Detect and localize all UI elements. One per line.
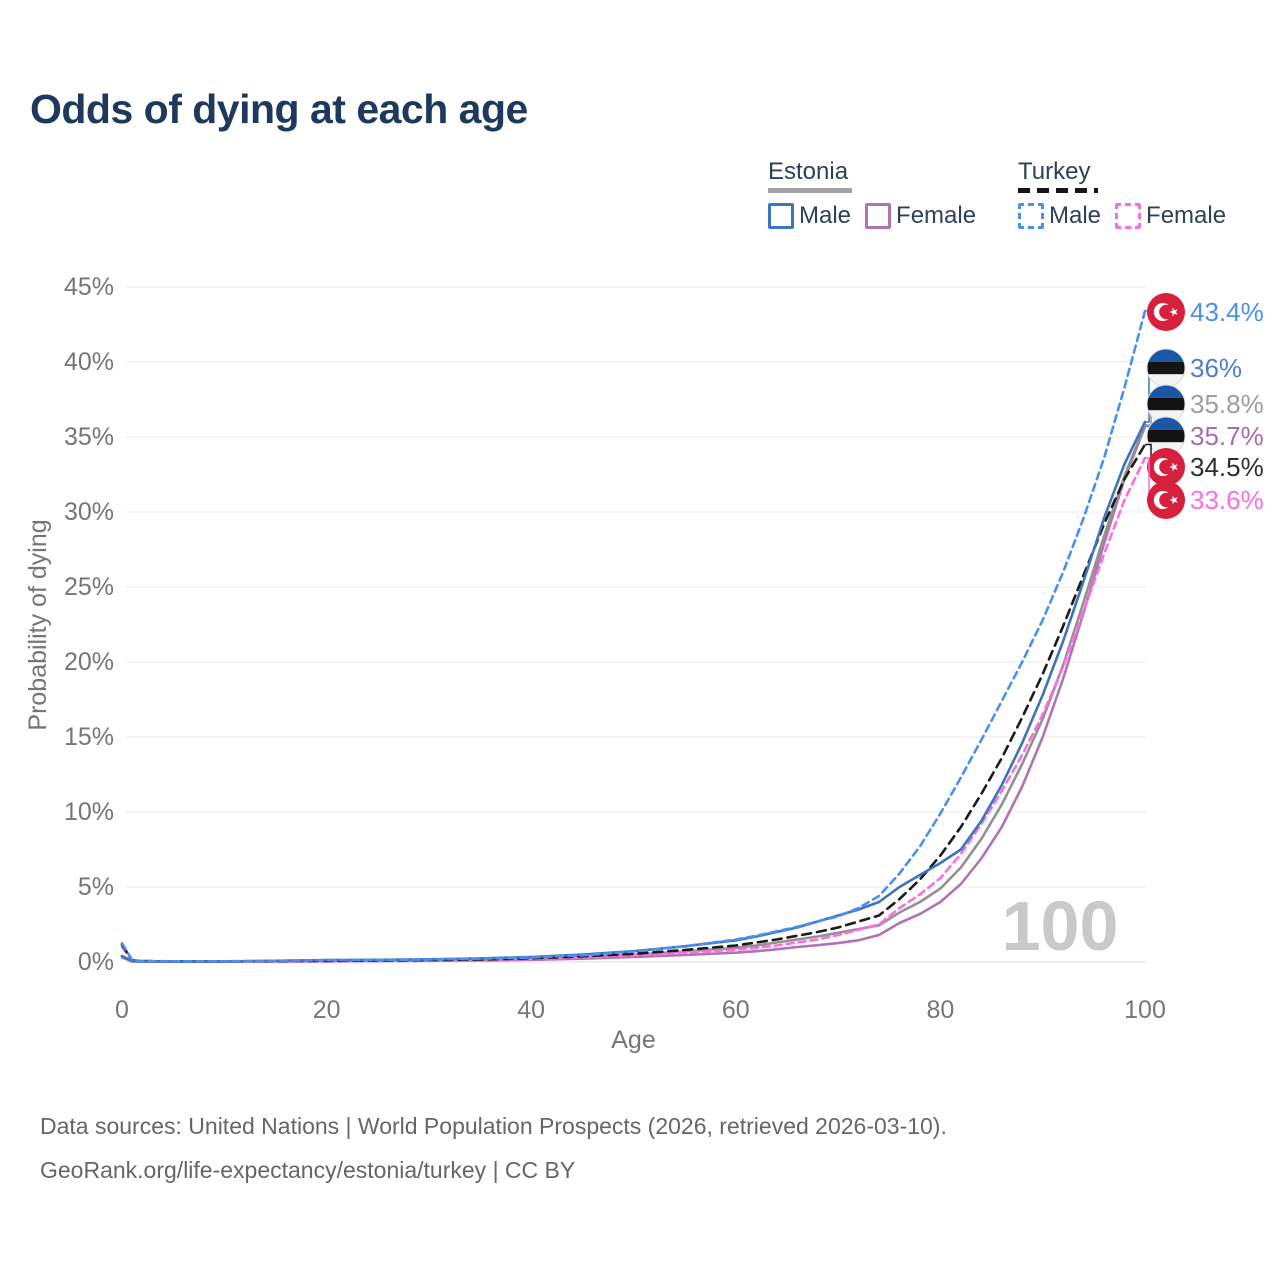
legend-item-turkey-female[interactable]: Female [1115, 202, 1226, 230]
legend-country-turkey-label: Turkey [1018, 158, 1091, 185]
series-line-turkey-both-sexes [120, 443, 1147, 963]
x-axis-title: Age [611, 1026, 655, 1054]
page-title: Odds of dying at each age [30, 86, 528, 132]
legend-row-estonia: Male Female [768, 202, 976, 230]
end-value-label-turkey-both-sexes: 34.5% [1190, 452, 1264, 482]
legend-label-estonia-female: Female [896, 202, 977, 229]
legend-item-estonia-male[interactable]: Male [768, 202, 851, 230]
y-tick-25%: 25% [64, 573, 114, 601]
legend-label-estonia-male: Male [799, 202, 852, 229]
footer: Data sources: United Nations | World Pop… [40, 1104, 947, 1192]
series-line-estonia-male [120, 420, 1147, 963]
end-value-label-estonia-both-sexes: 35.8% [1190, 389, 1264, 419]
legend: Estonia Male Female Turkey Male [0, 0, 1280, 250]
estonia-flag-icon [1146, 348, 1186, 388]
y-tick-30%: 30% [64, 498, 114, 526]
legend-item-turkey-male[interactable]: Male [1018, 202, 1101, 230]
x-tick-20: 20 [313, 996, 341, 1024]
x-tick-40: 40 [517, 996, 545, 1024]
legend-swatch-estonia-male[interactable] [768, 203, 794, 229]
x-tick-0: 0 [115, 996, 129, 1024]
y-axis-title: Probability of dying [24, 519, 52, 730]
y-tick-40%: 40% [64, 348, 114, 376]
legend-linestyle-estonia [768, 188, 852, 193]
y-tick-0%: 0% [78, 948, 114, 976]
legend-label-turkey-male: Male [1049, 202, 1102, 229]
age-indicator-watermark: 100 [1002, 887, 1119, 965]
series-line-estonia-female [120, 425, 1147, 963]
footer-data-sources: Data sources: United Nations | World Pop… [40, 1113, 947, 1139]
turkey-flag-icon [1147, 448, 1185, 486]
y-tick-15%: 15% [64, 723, 114, 751]
legend-swatch-turkey-male[interactable] [1018, 203, 1044, 229]
turkey-flag-icon [1147, 481, 1185, 519]
y-tick-5%: 5% [78, 873, 114, 901]
y-tick-35%: 35% [64, 423, 114, 451]
series-line-turkey-male [120, 309, 1147, 963]
x-tick-100: 100 [1124, 996, 1166, 1024]
x-tick-80: 80 [926, 996, 954, 1024]
end-value-label-turkey-female: 33.6% [1190, 485, 1264, 515]
legend-country-estonia-label: Estonia [768, 158, 849, 185]
series-line-turkey-female [120, 456, 1147, 963]
legend-linestyle-turkey [1018, 188, 1098, 193]
series-line-estonia-both-sexes [120, 423, 1147, 963]
legend-swatch-turkey-female[interactable] [1115, 203, 1142, 229]
x-tick-60: 60 [722, 996, 750, 1024]
y-tick-10%: 10% [64, 798, 114, 826]
y-tick-20%: 20% [64, 648, 114, 676]
legend-group-turkey: Turkey Male Female [1018, 158, 1226, 230]
end-value-label-estonia-male: 36% [1190, 353, 1242, 383]
end-value-label-turkey-male: 43.4% [1190, 297, 1264, 327]
legend-group-estonia: Estonia Male Female [768, 158, 976, 230]
legend-swatch-estonia-female[interactable] [865, 203, 892, 229]
turkey-flag-icon [1147, 293, 1185, 331]
end-value-label-estonia-female: 35.7% [1190, 421, 1264, 451]
legend-item-estonia-female[interactable]: Female [865, 202, 976, 230]
footer-attribution: GeoRank.org/life-expectancy/estonia/turk… [40, 1157, 576, 1183]
y-tick-45%: 45% [64, 273, 114, 301]
legend-label-turkey-female: Female [1146, 202, 1227, 229]
legend-row-turkey: Male Female [1018, 202, 1226, 230]
